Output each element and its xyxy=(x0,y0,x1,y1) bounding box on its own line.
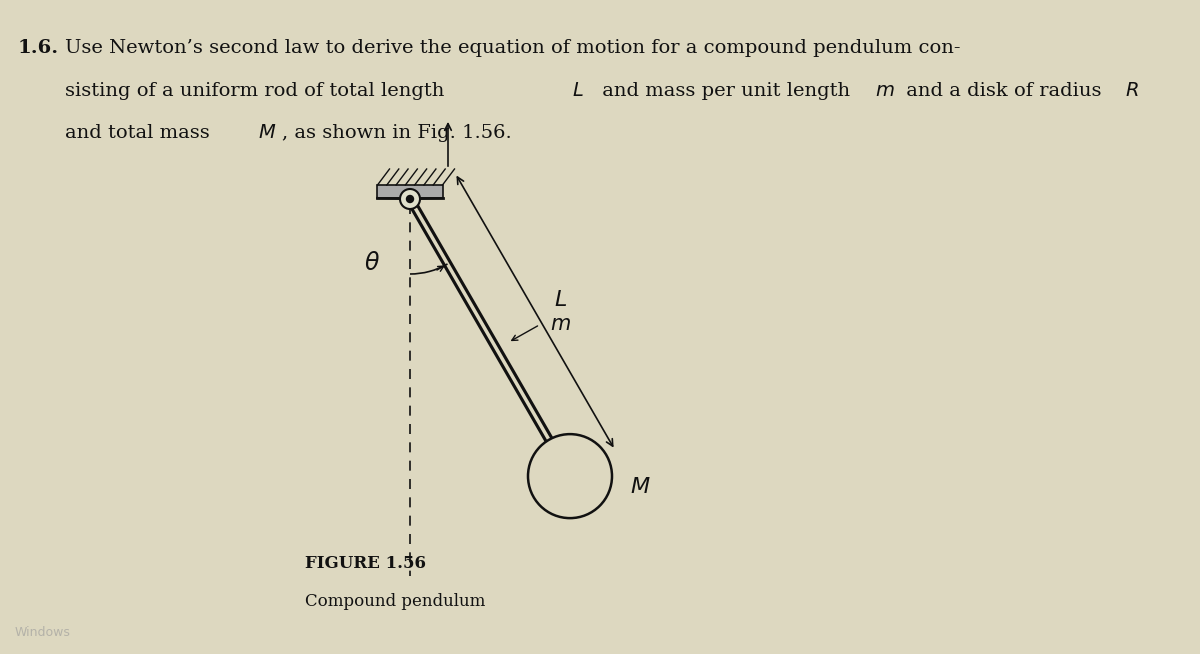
Circle shape xyxy=(528,434,612,518)
Text: $L$: $L$ xyxy=(553,288,566,311)
Circle shape xyxy=(407,196,414,203)
Bar xyxy=(378,185,443,198)
Text: , as shown in Fig. 1.56.: , as shown in Fig. 1.56. xyxy=(282,124,511,142)
Text: and total mass: and total mass xyxy=(65,124,216,142)
Text: $m$: $m$ xyxy=(550,315,571,334)
Circle shape xyxy=(400,189,420,209)
Text: and a disk of radius: and a disk of radius xyxy=(900,82,1108,100)
Text: $M$: $M$ xyxy=(630,475,650,498)
Text: sisting of a uniform rod of total length: sisting of a uniform rod of total length xyxy=(65,82,451,100)
Text: Windows: Windows xyxy=(14,626,71,639)
Text: Compound pendulum: Compound pendulum xyxy=(305,593,485,610)
Text: $R$: $R$ xyxy=(1126,82,1139,100)
Text: $m$: $m$ xyxy=(875,82,895,100)
Text: $L$: $L$ xyxy=(572,82,583,100)
Text: 1.6.: 1.6. xyxy=(18,39,59,57)
Text: $M$: $M$ xyxy=(258,124,276,142)
Text: and mass per unit length: and mass per unit length xyxy=(596,82,857,100)
Text: $R$: $R$ xyxy=(553,457,566,475)
Text: Use Newton’s second law to derive the equation of motion for a compound pendulum: Use Newton’s second law to derive the eq… xyxy=(65,39,960,57)
Text: $\theta$: $\theta$ xyxy=(364,252,380,275)
Text: FIGURE 1.56: FIGURE 1.56 xyxy=(305,555,426,572)
